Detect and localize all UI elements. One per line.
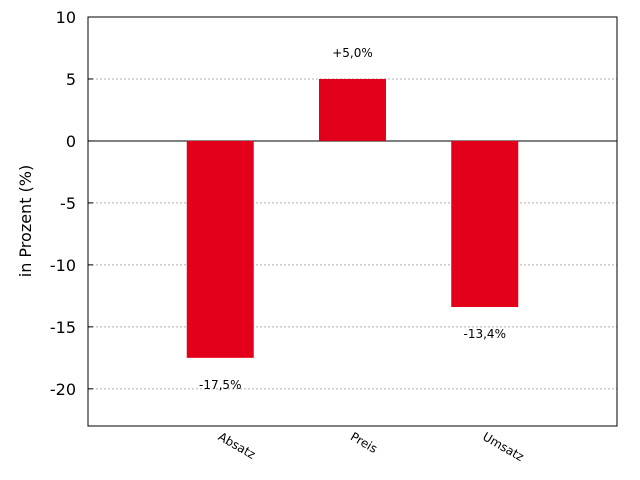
data-labels-group: -17,5% +5,0% -13,4% [199, 46, 506, 392]
bar-absatz [186, 140, 254, 358]
y-tick-label: -15 [50, 318, 76, 337]
y-axis-ticks: 10 5 0 -5 -10 -15 -20 [50, 8, 93, 399]
data-label-umsatz: -13,4% [464, 327, 506, 341]
x-tick-label-umsatz: Umsatz [480, 429, 526, 464]
bar-preis [319, 78, 386, 141]
y-tick-label: 10 [56, 8, 76, 27]
y-axis-label: in Prozent (%) [16, 165, 35, 277]
x-tick-label-preis: Preis [348, 429, 380, 455]
y-tick-label: 0 [66, 132, 76, 151]
data-label-absatz: -17,5% [199, 378, 241, 392]
x-axis-ticks: Absatz Preis Umsatz [216, 429, 527, 464]
bar-umsatz [451, 140, 519, 308]
y-tick-label: -10 [50, 256, 76, 275]
bars-group [186, 78, 519, 358]
data-label-preis: +5,0% [332, 46, 373, 60]
plot-frame [87, 16, 618, 427]
y-tick-label: 5 [66, 70, 76, 89]
x-tick-label-absatz: Absatz [216, 429, 258, 461]
y-tick-label: -5 [60, 194, 76, 213]
y-tick-label: -20 [50, 380, 76, 399]
gridlines [88, 78, 617, 390]
